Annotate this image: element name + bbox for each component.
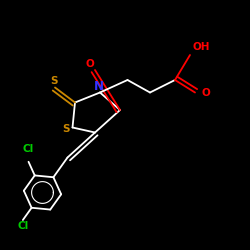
Text: S: S — [62, 124, 70, 134]
Text: N: N — [94, 80, 104, 93]
Text: Cl: Cl — [17, 221, 28, 231]
Text: O: O — [201, 88, 210, 98]
Text: O: O — [86, 59, 94, 69]
Text: OH: OH — [192, 42, 210, 52]
Text: Cl: Cl — [23, 144, 34, 154]
Text: S: S — [50, 76, 58, 86]
